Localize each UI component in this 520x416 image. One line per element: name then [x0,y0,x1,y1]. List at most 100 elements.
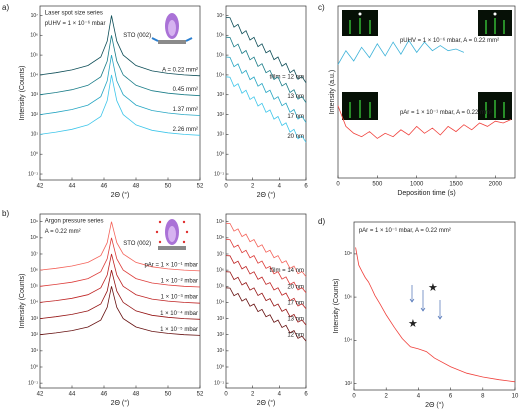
panel-letter: d) [318,217,325,226]
x-tick-label: 2 [385,394,389,400]
data-line [39,221,201,272]
y-tick-label: 10⁶ [30,267,38,273]
y-tick-label: 10⁰ [30,152,38,158]
x-tick-label: 4 [278,184,282,190]
rheed-images [342,10,512,120]
x-tick-label: 0 [224,184,228,190]
x-tick-label: 6 [304,184,308,190]
y-tick-label: 10⁴ [216,72,224,78]
series-label: 1 × 10⁻⁴ mbar [160,310,198,317]
series-label: 17 nm [287,114,304,120]
series-label: 2.26 mm² [173,127,198,133]
panel-letter: c) [318,3,325,12]
y-tick-label: 10⁷ [31,13,39,19]
data-line [337,105,512,139]
y-tick-label: 10⁴ [30,300,38,306]
x-tick-label: 6 [304,392,308,398]
y-tick-label: 10³ [217,316,225,322]
x-axis-label: 2Θ (°) [111,399,130,407]
data-line [225,287,307,342]
x-tick-label: 44 [69,392,76,398]
series-label: 12 nm [287,333,304,339]
annotation: A = 0.22 mm² [45,229,81,235]
y-tick-label: 10⁻¹ [28,171,38,177]
y-tick-label: 10⁶ [30,33,38,39]
d-markers: ★ ★ [408,282,443,330]
data-line [225,76,307,143]
y-tick-label: 10⁻¹ [28,380,38,386]
x-tick-label: 1000 [410,182,424,188]
series-label: tfilm = 12 nm [269,74,304,80]
y-tick-label: 10² [217,112,225,118]
series-label: 13 nm [287,317,304,323]
y-tick-label: 10⁵ [30,284,38,290]
star-marker: ★ [408,318,418,330]
plot-frame [39,5,201,181]
y-tick-label: 10² [345,381,353,387]
data-line [225,17,307,84]
y-tick-label: 10⁴ [30,72,38,78]
y-tick-label: 10⁻¹ [214,380,224,386]
x-tick-label: 6 [449,394,453,400]
panel-letter: b) [2,209,9,218]
annotation: Laser spot size series [45,11,103,17]
x-tick-label: 46 [101,184,108,190]
series-label: pUHV = 1 × 10⁻⁶ mbar, A = 0.22 mm² [400,37,499,44]
annotation: pUHV = 1 × 10⁻⁶ mbar [45,20,106,27]
data-line [225,56,307,123]
data-line [225,222,307,277]
y-tick-label: 10⁵ [216,284,224,290]
y-tick-label: 10³ [31,316,39,322]
data-line [39,253,201,304]
y-tick-label: 10⁶ [216,267,224,273]
y-tick-label: 10¹ [31,132,39,138]
y-axis-label: Intensity (Counts) [19,66,26,121]
x-tick-label: 48 [133,392,140,398]
y-tick-label: 10⁸ [30,235,38,241]
x-axis-label: 2Θ (°) [257,399,276,407]
series-label: 0.45 mm² [173,87,198,93]
x-axis-label: 2Θ (°) [111,191,130,199]
annotation: STO (002) [123,33,151,39]
y-tick-label: 10⁰ [216,152,224,158]
x-tick-label: 500 [372,182,383,188]
series-label: tfilm = 14 nm [269,268,304,274]
y-tick-label: 10⁷ [31,251,39,257]
y-tick-label: 10⁹ [216,219,224,225]
series-label: 20 nm [287,134,304,140]
series-label: 1.37 mm² [173,107,198,113]
data-line [39,35,201,97]
data-line [39,270,201,320]
series-label: pAr = 1 × 10⁻¹ mbar, A = 0.22 mm² [400,110,492,116]
y-tick-label: 10⁻¹ [214,171,224,177]
y-tick-label: 10⁰ [216,364,224,370]
data-line [39,74,201,136]
data-line [39,237,201,288]
y-tick-label: 10² [217,332,225,338]
y-tick-label: 10² [31,112,39,118]
series-label: 1 × 10⁻² mbar [161,279,198,285]
x-tick-label: 8 [481,394,485,400]
x-tick-label: 50 [165,392,172,398]
y-tick-label: 10⁸ [216,235,224,241]
x-tick-label: 52 [197,184,204,190]
data-line [225,271,307,326]
y-tick-label: 10⁷ [217,251,225,257]
x-tick-label: 42 [37,184,44,190]
series-label: 1 × 10⁻³ mbar [161,295,198,301]
y-tick-label: 10¹ [217,132,225,138]
data-line [355,247,516,383]
x-tick-label: 1500 [449,182,463,188]
x-tick-label: 0 [336,182,340,188]
series-label: 1 × 10⁻⁵ mbar [160,326,198,333]
y-tick-label: 10⁹ [30,219,38,225]
x-axis-label: 2Θ (°) [257,191,276,199]
y-tick-label: 10⁴ [216,300,224,306]
y-tick-label: 10⁵ [30,52,38,58]
plot-frame [225,5,307,181]
x-tick-label: 10 [512,394,519,400]
y-tick-label: 10³ [31,92,39,98]
plot-frame [39,213,201,389]
x-tick-label: 42 [37,392,44,398]
plot-frame [353,221,516,391]
